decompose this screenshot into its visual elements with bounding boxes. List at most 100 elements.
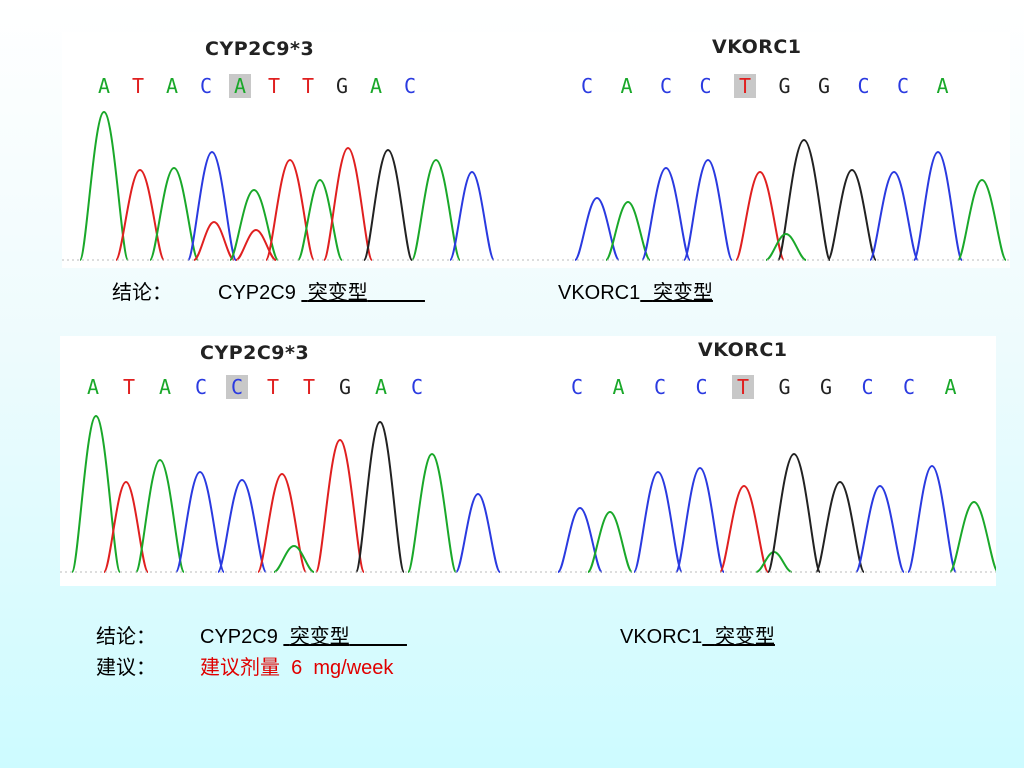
base-C: C: [403, 74, 417, 98]
result1-gene1: CYP2C9 突变型: [218, 276, 425, 305]
base-A: A: [158, 375, 172, 399]
trace-peak-C: [869, 170, 919, 261]
trace-peak-C: [683, 158, 733, 261]
trace-peak-C: [557, 506, 603, 573]
base-T: T: [732, 375, 754, 399]
gene2-name: VKORC1: [558, 282, 641, 304]
trace-peak-A: [605, 200, 651, 261]
chromatogram-traces: [62, 110, 1010, 261]
trace-peak-C: [187, 150, 237, 261]
trace-peak-C: [455, 492, 501, 573]
base-G: G: [817, 74, 831, 98]
advice-text: 建议剂量: [200, 655, 280, 679]
base-A: A: [229, 74, 251, 98]
trace-peak-G: [815, 480, 865, 573]
base-T: T: [267, 74, 281, 98]
trace-peak-A: [135, 458, 185, 573]
trace-peak-T: [719, 484, 769, 573]
trace-peak-C: [633, 470, 683, 573]
gene2-type: 突变型: [652, 280, 713, 304]
gene2-title: VKORC1: [712, 36, 802, 58]
trace-peak-A: [765, 232, 807, 261]
base-T: T: [734, 74, 756, 98]
base-A: A: [936, 74, 949, 98]
gene2-name: VKORC1: [620, 626, 703, 648]
base-C: C: [580, 74, 594, 98]
advice-label: 建议：: [96, 655, 156, 679]
base-C: C: [902, 375, 916, 399]
base-C: C: [695, 375, 708, 399]
trace-peak-A: [587, 510, 633, 573]
gene2-type: 突变型: [714, 624, 775, 648]
base-T: T: [302, 375, 316, 399]
trace-peak-A: [411, 158, 461, 261]
result2-gene2: VKORC1 突变型: [620, 620, 775, 649]
base-C: C: [857, 74, 870, 98]
trace-peak-T: [735, 170, 785, 261]
trace-peak-G: [767, 452, 821, 573]
base-A: A: [944, 375, 957, 399]
trace-peak-G: [355, 420, 405, 573]
chromatogram-traces: [60, 414, 996, 573]
trace-peak-A: [149, 166, 199, 261]
trace-peak-A: [949, 500, 996, 573]
trace-peak-C: [855, 484, 905, 573]
dose-unit: mg/week: [313, 657, 394, 679]
result2-gene1: CYP2C9 突变型: [200, 620, 407, 649]
trace-peak-C: [675, 466, 725, 573]
trace-peak-C: [907, 464, 957, 573]
trace-peak-T: [323, 146, 373, 261]
gene1-title: CYP2C9*3: [200, 342, 310, 364]
trace-peak-A: [273, 544, 315, 573]
gene1-type: 突变型: [307, 280, 368, 304]
base-C: C: [226, 375, 248, 399]
trace-peak-T: [265, 158, 315, 261]
trace-peak-C: [574, 196, 620, 261]
advice-dose: 建议剂量 6 mg/week: [200, 651, 393, 680]
base-G: G: [778, 74, 791, 98]
base-A: A: [86, 375, 100, 399]
trace-peak-A: [957, 178, 1007, 261]
gene1-name: CYP2C9: [200, 626, 278, 648]
base-C: C: [896, 74, 910, 98]
gene1-type: 突变型: [289, 624, 350, 648]
result1-gene2: VKORC1 突变型: [558, 276, 713, 305]
trace-peak-G: [363, 148, 413, 261]
trace-peak-G: [777, 138, 831, 261]
trace-peak-C: [449, 170, 495, 261]
trace-peak-T: [257, 472, 307, 573]
base-C: C: [410, 375, 424, 399]
trace-peak-T: [235, 228, 277, 261]
base-C: C: [570, 375, 584, 399]
base-G: G: [338, 375, 352, 399]
trace-peak-T: [115, 168, 165, 261]
trace-peak-C: [641, 166, 691, 261]
result2-label: 结论：: [96, 624, 156, 648]
trace-peak-T: [315, 438, 365, 573]
base-A: A: [97, 74, 111, 98]
base-C: C: [199, 74, 213, 98]
trace-peak-A: [79, 110, 129, 261]
base-C: C: [194, 375, 208, 399]
base-G: G: [819, 375, 833, 399]
base-A: A: [612, 375, 625, 399]
base-G: G: [778, 375, 791, 399]
base-C: C: [699, 74, 712, 98]
trace-peak-C: [175, 470, 225, 573]
trace-peak-A: [71, 414, 121, 573]
dose-value: 6: [291, 657, 303, 679]
base-T: T: [131, 74, 145, 98]
gene1-name: CYP2C9: [218, 282, 296, 304]
base-A: A: [374, 375, 388, 399]
result1-label: 结论：: [112, 280, 172, 304]
base-A: A: [165, 74, 179, 98]
base-G: G: [335, 74, 349, 98]
trace-peak-A: [407, 452, 457, 573]
trace-peak-G: [827, 168, 877, 261]
base-C: C: [659, 74, 673, 98]
